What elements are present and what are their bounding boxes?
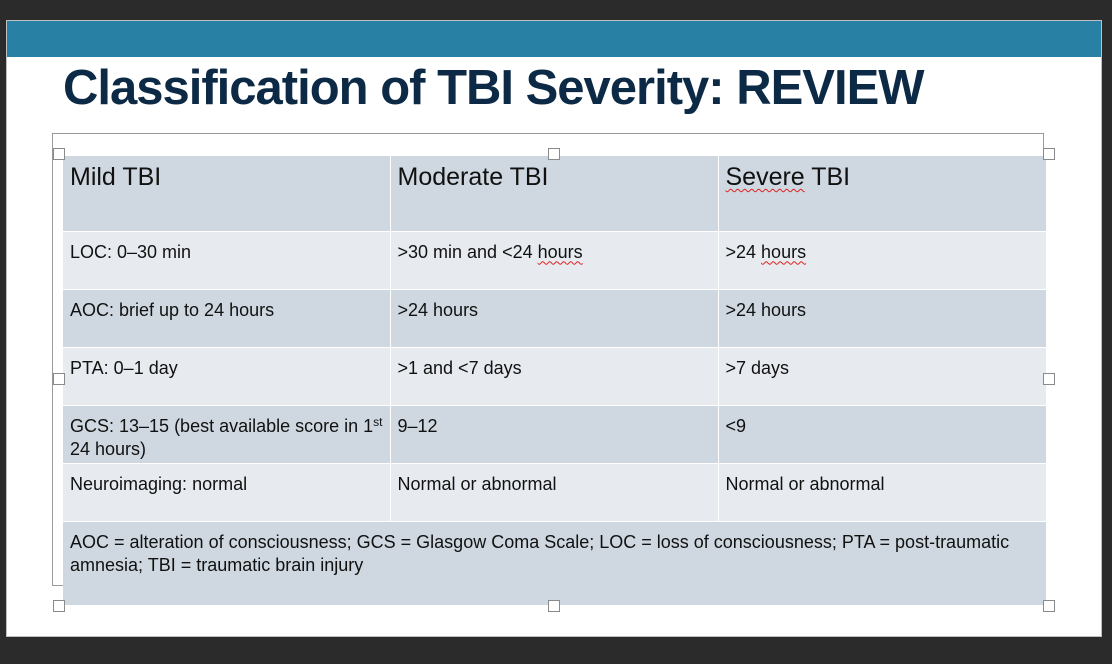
resize-handle-top-right[interactable] (1043, 148, 1055, 160)
table-footnote-row: AOC = alteration of consciousness; GCS =… (63, 521, 1046, 606)
resize-handle-top-center[interactable] (548, 148, 560, 160)
cell-mild-loc[interactable]: LOC: 0–30 min (63, 231, 391, 290)
table-row-aoc: AOC: brief up to 24 hours >24 hours >24 … (63, 289, 1046, 348)
table-row-neuroimaging: Neuroimaging: normal Normal or abnormal … (63, 463, 1046, 522)
cell-mild-aoc[interactable]: AOC: brief up to 24 hours (63, 289, 391, 348)
resize-handle-bottom-left[interactable] (53, 600, 65, 612)
resize-handle-middle-right[interactable] (1043, 373, 1055, 385)
resize-handle-top-left[interactable] (53, 148, 65, 160)
cell-mild-neuroimaging[interactable]: Neuroimaging: normal (63, 463, 391, 522)
resize-handle-bottom-right[interactable] (1043, 600, 1055, 612)
resize-handle-bottom-center[interactable] (548, 600, 560, 612)
spellcheck-word: hours (761, 241, 807, 262)
table-row-loc: LOC: 0–30 min >30 min and <24 hours >24 … (63, 231, 1046, 290)
slide-title[interactable]: Classification of TBI Severity: REVIEW (63, 61, 925, 115)
cell-mild-pta[interactable]: PTA: 0–1 day (63, 347, 391, 406)
cell-moderate-loc[interactable]: >30 min and <24 hours (390, 231, 719, 290)
cell-severe-loc[interactable]: >24 hours (718, 231, 1046, 290)
table-header-row: Mild TBI Moderate TBI Severe TBI (63, 156, 1046, 232)
table-row-pta: PTA: 0–1 day >1 and <7 days >7 days (63, 347, 1046, 406)
cell-moderate-pta[interactable]: >1 and <7 days (390, 347, 719, 406)
cell-moderate-gcs[interactable]: 9–12 (390, 405, 719, 464)
cell-moderate-neuroimaging[interactable]: Normal or abnormal (390, 463, 719, 522)
cell-severe-gcs[interactable]: <9 (718, 405, 1046, 464)
cell-moderate-aoc[interactable]: >24 hours (390, 289, 719, 348)
cell-severe-pta[interactable]: >7 days (718, 347, 1046, 406)
table-row-gcs: GCS: 13–15 (best available score in 1st … (63, 405, 1046, 464)
spellcheck-word: hours (537, 241, 583, 262)
header-mild[interactable]: Mild TBI (63, 156, 391, 232)
table-footnote[interactable]: AOC = alteration of consciousness; GCS =… (63, 521, 1046, 606)
header-severe[interactable]: Severe TBI (718, 156, 1046, 232)
cell-severe-neuroimaging[interactable]: Normal or abnormal (718, 463, 1046, 522)
header-moderate[interactable]: Moderate TBI (390, 156, 719, 232)
slide-header-band (7, 21, 1101, 57)
resize-handle-middle-left[interactable] (53, 373, 65, 385)
tbi-severity-table[interactable]: Mild TBI Moderate TBI Severe TBI LOC: 0–… (63, 156, 1046, 606)
cell-mild-gcs[interactable]: GCS: 13–15 (best available score in 1st … (63, 405, 391, 464)
spellcheck-word: Severe (725, 163, 805, 191)
cell-severe-aoc[interactable]: >24 hours (718, 289, 1046, 348)
